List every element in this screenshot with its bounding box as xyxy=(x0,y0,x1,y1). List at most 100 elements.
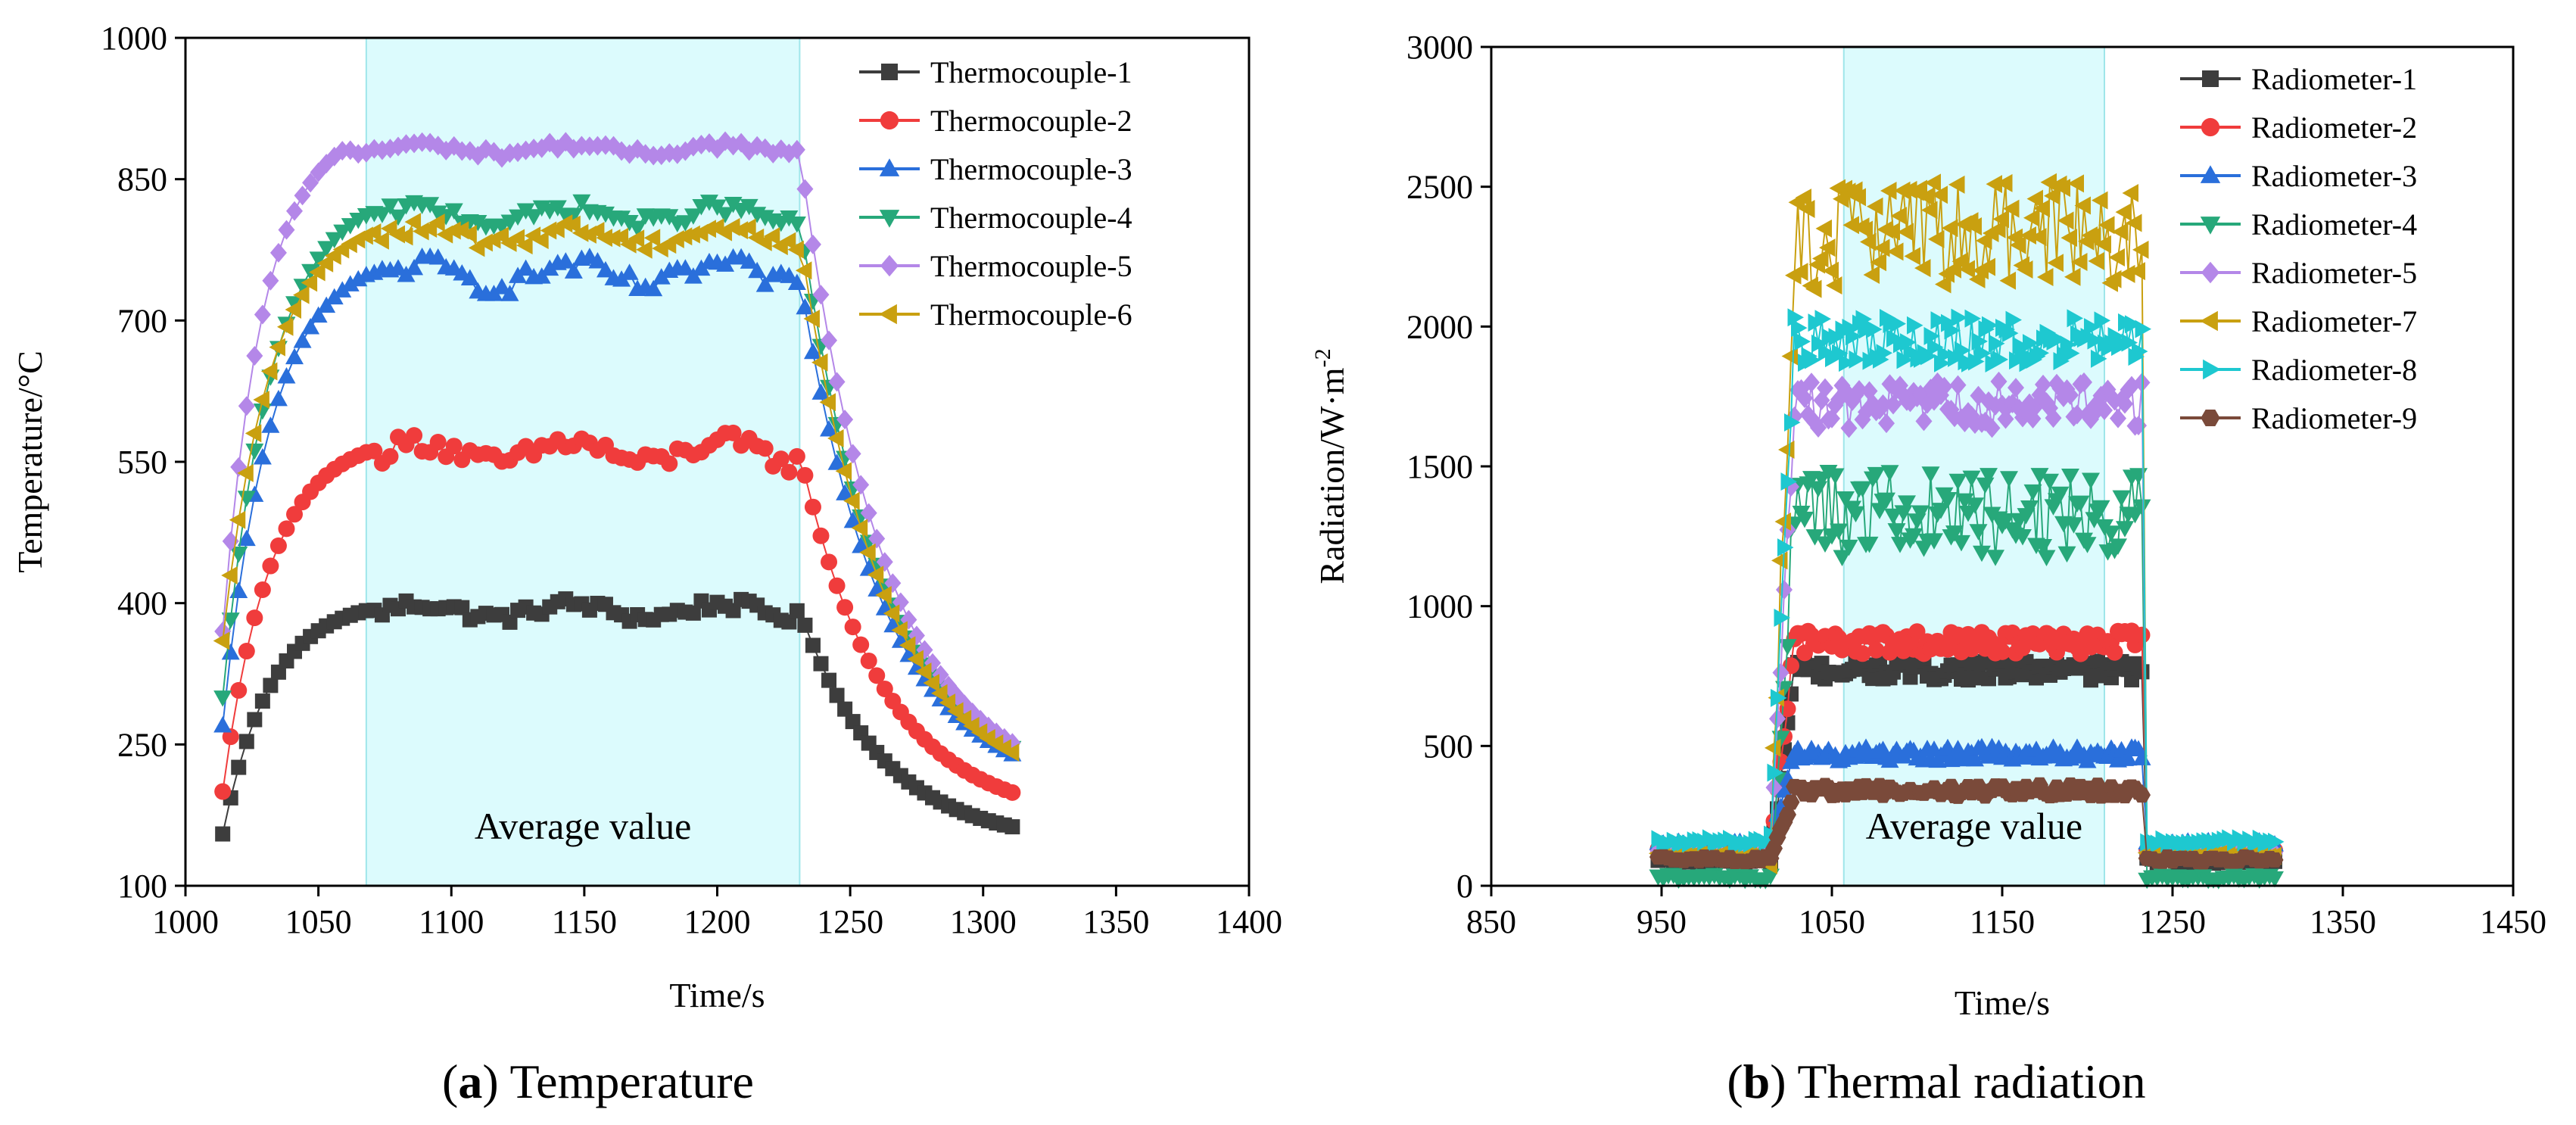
legend-entry: Radiometer-1 xyxy=(2180,62,2417,96)
data-point xyxy=(381,198,400,215)
data-point xyxy=(1996,513,2015,530)
data-point xyxy=(1775,781,1793,798)
data-point xyxy=(294,185,311,206)
caption-b-letter: b xyxy=(1743,1055,1771,1108)
data-point xyxy=(2064,517,2083,534)
legend-entry: Radiometer-7 xyxy=(2180,304,2417,338)
data-point xyxy=(787,273,806,290)
data-point xyxy=(2109,538,2127,555)
data-point xyxy=(796,466,814,484)
data-point xyxy=(828,577,846,594)
data-point xyxy=(1849,350,1865,369)
legend-marker xyxy=(2200,217,2221,235)
data-point xyxy=(469,215,487,232)
data-point xyxy=(875,585,892,604)
data-point xyxy=(2133,626,2151,644)
y-tick-label: 2000 xyxy=(1406,308,1473,345)
caption-b-text: Thermal radiation xyxy=(1786,1055,2146,1108)
data-point xyxy=(2035,374,2051,394)
data-point xyxy=(947,702,964,721)
data-point xyxy=(820,420,839,437)
data-point xyxy=(1870,253,1886,272)
data-point xyxy=(1921,201,1938,220)
data-point xyxy=(341,275,360,291)
data-point xyxy=(676,215,695,232)
data-point xyxy=(1805,279,1822,298)
data-point xyxy=(2067,309,2083,328)
panel-b-legend: Radiometer-1 Radiometer-2 Radiometer-3 Radi… xyxy=(2180,62,2417,435)
data-point xyxy=(843,491,860,510)
y-tick-label: 500 xyxy=(1423,728,1473,765)
data-point xyxy=(1911,505,1930,522)
data-point xyxy=(2266,852,2284,868)
data-point xyxy=(1969,524,1988,541)
panel-a-x-axis-title: Time/s xyxy=(669,976,765,1014)
data-point xyxy=(1880,181,1897,200)
panel-b-y-axis-title-superscript: -2 xyxy=(1310,348,1335,367)
data-point xyxy=(389,259,407,276)
data-point xyxy=(2060,229,2077,248)
data-point xyxy=(1997,409,2014,429)
legend-label: Radiometer-4 xyxy=(2251,207,2417,242)
data-point xyxy=(1811,334,1828,353)
legend-entry: Radiometer-4 xyxy=(2180,207,2417,242)
data-point xyxy=(1774,608,1790,627)
data-point xyxy=(676,259,695,276)
data-point xyxy=(213,715,232,733)
data-point xyxy=(2076,372,2092,392)
data-point xyxy=(492,278,511,294)
data-point xyxy=(1992,210,2009,229)
caption-b: (b) Thermal radiation xyxy=(1727,1055,2145,1108)
data-point xyxy=(246,346,263,366)
data-point xyxy=(500,285,519,301)
data-point xyxy=(2067,174,2084,193)
panel-b-y-axis-title: Radiation/W·m-2 xyxy=(1310,348,1351,584)
data-point xyxy=(1898,495,1916,512)
data-point xyxy=(829,687,845,703)
data-point xyxy=(1839,539,1858,556)
data-point xyxy=(2133,787,2151,803)
data-point xyxy=(1826,468,1845,485)
legend-marker xyxy=(2201,261,2220,284)
data-point xyxy=(2064,267,2081,286)
data-point xyxy=(1810,418,1827,438)
data-point xyxy=(1907,316,1923,335)
data-point xyxy=(844,444,861,464)
data-point xyxy=(1832,344,1849,363)
data-point xyxy=(628,220,647,238)
data-point xyxy=(1942,219,1958,238)
data-point xyxy=(803,342,822,360)
data-point xyxy=(2088,251,2104,270)
data-point xyxy=(262,557,279,575)
data-point xyxy=(620,263,639,280)
data-point xyxy=(1911,179,1927,198)
x-tick-label: 1100 xyxy=(419,903,484,940)
data-point xyxy=(1780,472,1797,491)
data-point xyxy=(2020,500,2039,517)
data-point xyxy=(1959,506,1977,522)
data-point xyxy=(724,424,742,441)
legend-label: Thermocouple-1 xyxy=(930,55,1132,89)
data-point xyxy=(221,643,240,660)
data-point xyxy=(1975,344,1992,363)
data-point xyxy=(2008,378,2024,398)
data-point xyxy=(1917,187,1934,206)
data-point xyxy=(2094,311,2110,330)
data-point xyxy=(740,252,758,269)
data-point xyxy=(293,285,310,304)
data-point xyxy=(404,213,422,232)
data-point xyxy=(955,709,972,728)
data-point xyxy=(675,227,693,246)
data-point xyxy=(860,503,877,523)
data-point xyxy=(2132,342,2148,361)
y-tick-label: 1000 xyxy=(1406,588,1473,625)
data-point xyxy=(2132,499,2151,516)
data-point xyxy=(1863,266,1880,285)
data-point xyxy=(405,258,424,276)
data-point xyxy=(2014,528,2032,546)
x-tick-label: 950 xyxy=(1637,903,1687,940)
data-point xyxy=(1767,763,1783,782)
data-point xyxy=(247,712,263,728)
data-point xyxy=(2050,330,2067,349)
data-point xyxy=(828,372,846,392)
